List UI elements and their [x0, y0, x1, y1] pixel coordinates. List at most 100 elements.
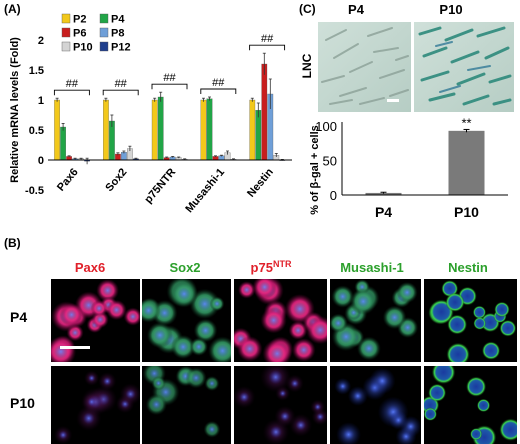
nucleus: [267, 314, 280, 327]
significance-marker: ##: [212, 77, 225, 89]
cell: [447, 314, 468, 335]
significance-marker: ##: [261, 33, 274, 45]
legend-swatch: [99, 27, 109, 38]
nucleus: [215, 344, 230, 358]
lnc-p4-micrograph: [318, 22, 411, 112]
nucleus: [66, 309, 77, 321]
bar: [365, 192, 402, 195]
chart-c-bars: [365, 128, 485, 195]
header-sox2: Sox2: [169, 260, 200, 275]
significance-bracket: [249, 44, 286, 51]
nucleus: [394, 415, 403, 425]
nucleus: [88, 374, 96, 382]
micrograph-sox2-p10: [142, 366, 231, 444]
cell: [445, 292, 465, 312]
nucleus: [102, 285, 113, 296]
beta-gal-bar-chart: % of β-gal + cells 0 50 100 P4 P10 **: [309, 115, 508, 220]
nucleus: [243, 342, 256, 355]
chart-c-category-label: P10: [454, 204, 479, 220]
nucleus: [339, 330, 353, 344]
header-musashi1: Musashi-1: [340, 260, 404, 275]
nucleus: [402, 287, 412, 298]
nucleus: [333, 318, 343, 328]
bar: [249, 99, 256, 161]
row-label-p4: P4: [10, 309, 27, 325]
legend-label: P6: [73, 28, 86, 40]
nucleus: [376, 374, 389, 387]
bar: [60, 126, 66, 161]
nucleus: [148, 368, 160, 379]
legend-label: P2: [73, 14, 86, 26]
chart-c-ytick-label: 50: [323, 154, 337, 169]
nucleus: [313, 323, 327, 337]
nucleus: [111, 305, 122, 315]
micrograph-pax6-p4: [51, 279, 140, 362]
nucleus: [208, 425, 216, 434]
micrograph-musashi1-p10: [330, 366, 421, 444]
legend-label: P8: [111, 28, 124, 40]
nucleus: [353, 391, 363, 401]
micrograph-sox2-p4: [142, 279, 231, 362]
bar: [218, 155, 225, 161]
nucleus: [290, 379, 299, 388]
micrograph-p75ntr-p10: [234, 366, 327, 444]
significance-marker: ##: [66, 78, 79, 90]
chart-c-annotations: **: [461, 115, 471, 130]
nucleus: [389, 311, 401, 323]
chart-a-ytick-label: 1.5: [29, 65, 44, 77]
nucleus: [194, 342, 204, 351]
nucleus: [128, 312, 138, 321]
bar: [157, 96, 164, 161]
significance-bracket: [53, 89, 90, 96]
nucleus: [155, 379, 162, 387]
legend-swatch: [61, 13, 71, 24]
cell: [470, 427, 483, 441]
nucleus: [125, 389, 136, 400]
nucleus: [142, 304, 155, 317]
panel-c-label: (C): [299, 2, 316, 16]
chart-c-category-label: P4: [375, 204, 392, 220]
bar: [103, 99, 109, 161]
panel-c-images: P4 P10 LNC: [300, 2, 514, 112]
nucleus: [158, 307, 171, 319]
chart-c-yticks: 0 50 100: [315, 119, 343, 203]
panel-b-micrographs: [51, 279, 517, 444]
panel-b-headers: Pax6 Sox2 p75NTR Musashi-1 Nestin P4 P10: [10, 259, 488, 411]
cell: [472, 305, 487, 319]
chart-c-ytick-label: 0: [330, 188, 337, 203]
header-pax6: Pax6: [75, 260, 105, 275]
chart-a-ytick-label: 1: [38, 95, 44, 107]
bar: [200, 99, 207, 161]
significance-bracket: [200, 88, 237, 94]
nucleus: [191, 373, 201, 383]
chart-a-category-label: p75NTR: [142, 166, 178, 206]
chart-a-ytick-label: 0: [38, 155, 44, 167]
legend-label: P12: [111, 42, 131, 54]
cell: [499, 418, 517, 441]
chart-a-ytick-label: 2: [38, 35, 44, 47]
bar: [448, 130, 485, 195]
nucleus: [71, 328, 80, 337]
nucleus: [96, 315, 105, 324]
legend-swatch: [99, 13, 109, 24]
micrograph-musashi1-p4: [330, 279, 421, 362]
nucleus: [298, 344, 310, 356]
nucleus: [208, 380, 216, 387]
significance-marker: **: [461, 115, 471, 130]
cell: [424, 407, 437, 421]
chart-a-ylabel: Relative mRNA levels (Fold): [9, 37, 21, 183]
micrograph-nestin-p10: [424, 366, 517, 444]
nucleus: [268, 370, 283, 385]
panel-a-label: (A): [4, 2, 21, 16]
significance-marker: ##: [115, 78, 128, 90]
nucleus: [338, 382, 347, 391]
legend-swatch: [61, 27, 71, 38]
lnc-image-label-p4: P4: [348, 2, 365, 17]
nucleus: [239, 391, 250, 403]
nucleus: [151, 399, 162, 410]
significance-marker: ##: [163, 72, 176, 84]
nucleus: [279, 390, 287, 397]
nucleus: [213, 300, 221, 308]
legend-swatch: [61, 41, 71, 52]
header-nestin: Nestin: [448, 260, 488, 275]
